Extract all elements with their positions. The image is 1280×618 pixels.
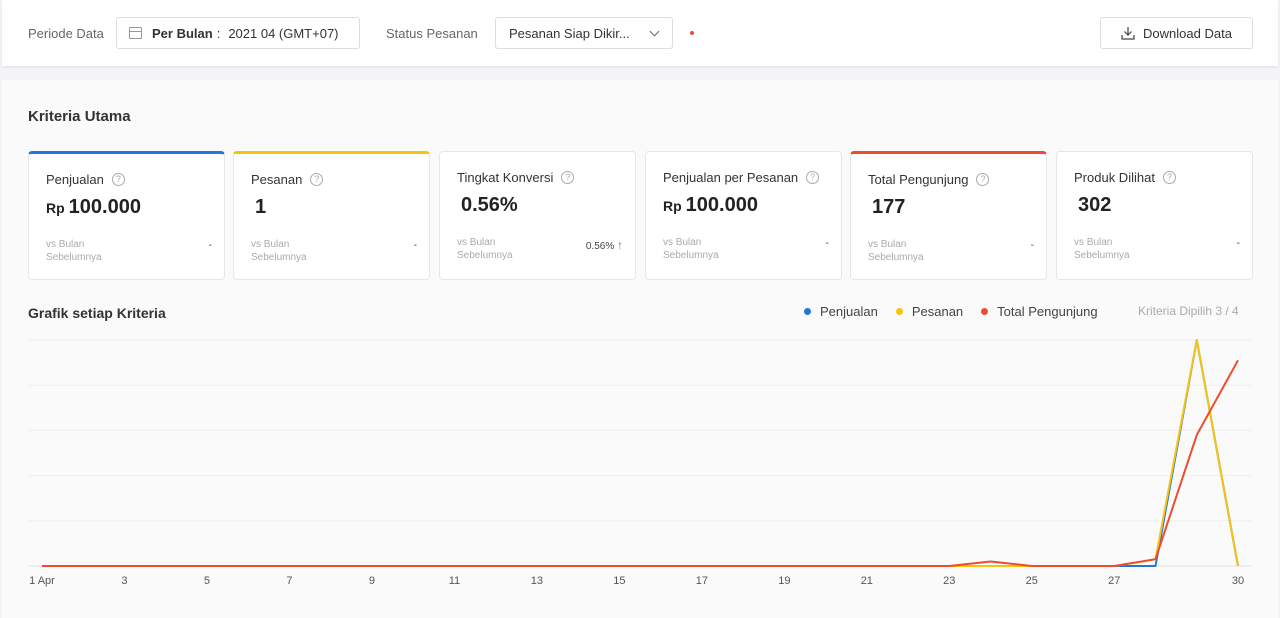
- status-select-value: Pesanan Siap Dikir...: [509, 25, 630, 41]
- metric-card-value: 302: [1078, 194, 1112, 216]
- info-icon[interactable]: ?: [111, 173, 125, 186]
- section-title: Kriteria Utama: [28, 108, 131, 125]
- metric-card-title: Penjualan: [46, 172, 104, 187]
- x-tick-label: 5: [204, 575, 210, 587]
- legend-dot: [804, 308, 811, 315]
- x-tick-label: 17: [696, 575, 708, 587]
- metric-card-change: -: [1236, 238, 1240, 249]
- metric-card-change: -: [1030, 240, 1034, 251]
- chevron-down-icon: [649, 26, 660, 37]
- legend-item-total-pengunjung[interactable]: Total Pengunjung: [981, 304, 1098, 319]
- legend-label: Pesanan: [911, 304, 964, 319]
- metric-card-change: -: [413, 240, 417, 251]
- selected-criteria-count: Kriteria Dipilih 3 / 4: [1138, 304, 1239, 318]
- metric-card-value: 1: [255, 196, 267, 218]
- info-icon[interactable]: ?: [561, 171, 575, 184]
- x-tick-label: 7: [286, 575, 292, 587]
- x-tick-label: 9: [369, 575, 375, 587]
- metric-card-total-pengunjung[interactable]: Total Pengunjung? 177 vs Bulan Sebelumny…: [850, 151, 1047, 280]
- chart-legend: Penjualan Pesanan Total Pengunjung: [804, 304, 1116, 319]
- metric-card-comparison: vs Bulan Sebelumnya: [663, 237, 719, 261]
- legend-dot: [981, 308, 989, 315]
- x-tick-label: 27: [1108, 575, 1120, 587]
- legend-label: Total Pengunjung: [997, 304, 1098, 319]
- metric-card-title: Total Pengunjung: [868, 172, 969, 187]
- download-icon: [1121, 27, 1135, 40]
- metric-card-comparison: vs Bulan Sebelumnya: [251, 239, 307, 263]
- metric-card-value: 0.56%: [461, 194, 518, 216]
- metric-card-produk-dilihat[interactable]: Produk Dilihat? 302 vs Bulan Sebelumnya …: [1056, 151, 1253, 280]
- metric-card-title: Penjualan per Pesanan: [663, 170, 799, 185]
- metric-card-pesanan[interactable]: Pesanan? 1 vs Bulan Sebelumnya -: [233, 151, 430, 280]
- line-chart: 1 Apr 3 5 7 9 11 13 15 17 19 21 23 25 27 30: [28, 339, 1252, 587]
- notification-dot: [690, 31, 694, 35]
- legend-dot: [895, 308, 903, 315]
- series-line-pesanan: [42, 339, 1239, 567]
- x-tick-label: 21: [861, 575, 873, 587]
- x-tick-label: 15: [613, 575, 625, 587]
- period-date-picker[interactable]: Per Bulan : 2021 04 (GMT+07): [116, 17, 360, 49]
- metric-card-tingkat-konversi[interactable]: Tingkat Konversi? 0.56% vs Bulan Sebelum…: [439, 151, 636, 280]
- x-tick-label: 25: [1026, 575, 1038, 587]
- legend-item-pesanan[interactable]: Pesanan: [895, 304, 964, 319]
- metric-card-currency: Rp: [663, 198, 682, 214]
- period-label: Periode Data: [28, 26, 104, 41]
- metric-card-penjualan[interactable]: Penjualan? Rp 100.000 vs Bulan Sebelumnya…: [28, 151, 225, 280]
- info-icon[interactable]: ?: [806, 171, 820, 184]
- x-tick-label: 30: [1232, 575, 1244, 587]
- chart-title: Grafik setiap Kriteria: [28, 305, 166, 321]
- period-separator: :: [216, 25, 221, 41]
- x-tick-label: 19: [778, 575, 790, 587]
- metric-card-comparison: vs Bulan Sebelumnya: [457, 237, 513, 261]
- metric-card-title: Tingkat Konversi: [457, 170, 554, 185]
- x-tick-label: 1 Apr: [29, 575, 55, 587]
- metric-card-value: 177: [872, 196, 906, 218]
- x-tick-label: 11: [449, 575, 460, 587]
- download-data-label: Download Data: [1143, 25, 1232, 41]
- calendar-icon: [129, 27, 142, 39]
- series-line-penjualan: [42, 339, 1239, 567]
- period-value: 2021 04 (GMT+07): [228, 25, 339, 41]
- x-tick-label: 13: [531, 575, 543, 587]
- metric-card-title: Pesanan: [251, 172, 303, 187]
- x-tick-label: 3: [121, 575, 127, 587]
- metric-card-change: -: [208, 240, 212, 251]
- status-select[interactable]: Pesanan Siap Dikir...: [495, 17, 673, 49]
- series-line-total-pengunjung: [42, 359, 1239, 567]
- x-tick-label: 23: [943, 575, 955, 587]
- info-icon[interactable]: ?: [976, 173, 990, 186]
- info-icon[interactable]: ?: [310, 173, 324, 186]
- metric-card-value: 100.000: [685, 194, 758, 216]
- metric-card-comparison: vs Bulan Sebelumnya: [868, 239, 924, 263]
- metric-card-comparison: vs Bulan Sebelumnya: [1074, 237, 1130, 261]
- arrow-up-icon: ↑: [617, 238, 623, 252]
- legend-label: Penjualan: [820, 304, 878, 319]
- metric-card-comparison: vs Bulan Sebelumnya: [46, 239, 102, 263]
- metric-card-value: 100.000: [68, 196, 141, 218]
- metric-card-currency: Rp: [46, 200, 65, 216]
- metric-card-penjualan-per-pesanan[interactable]: Penjualan per Pesanan? Rp 100.000 vs Bula…: [645, 151, 842, 280]
- metric-card-title: Produk Dilihat: [1074, 170, 1155, 185]
- legend-item-penjualan[interactable]: Penjualan: [804, 304, 878, 319]
- metric-card-change: -: [825, 238, 829, 249]
- download-data-button[interactable]: Download Data: [1100, 17, 1253, 49]
- status-label: Status Pesanan: [386, 26, 478, 41]
- info-icon[interactable]: ?: [1162, 171, 1176, 184]
- period-type: Per Bulan: [152, 25, 213, 41]
- metric-card-change: 0.56%: [585, 241, 615, 252]
